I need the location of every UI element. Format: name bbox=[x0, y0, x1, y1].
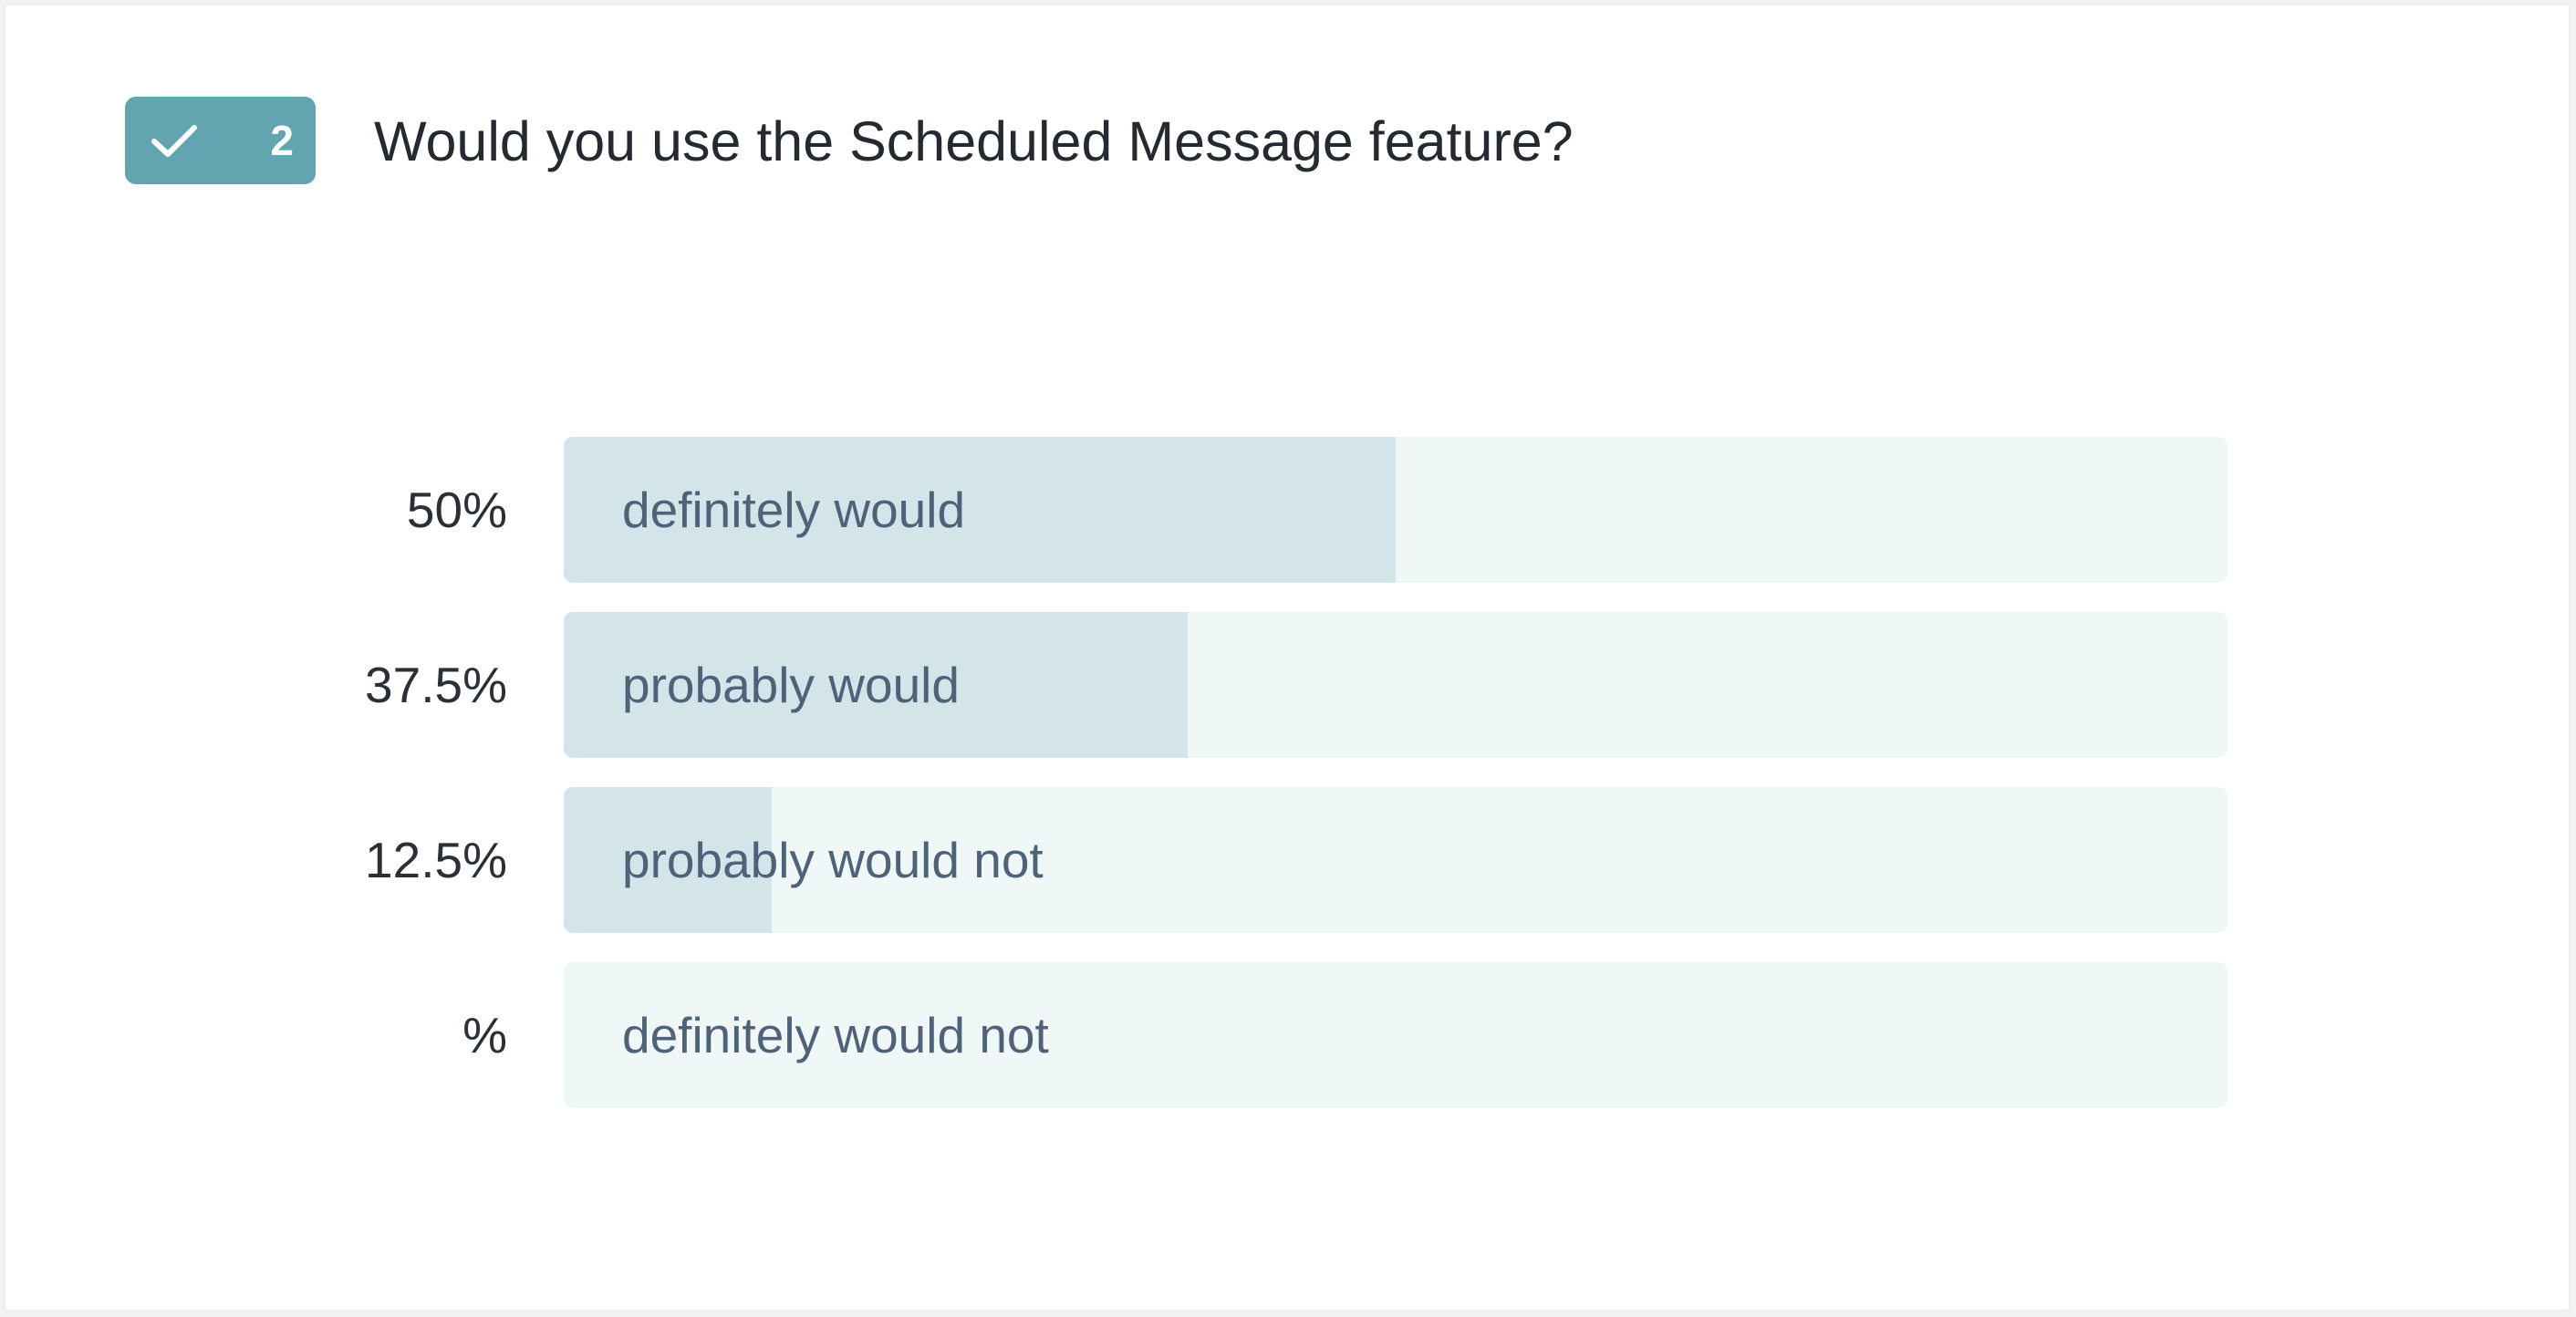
result-percent: 50% bbox=[406, 482, 507, 538]
result-percent: % bbox=[462, 1007, 507, 1063]
result-bar-fill bbox=[564, 437, 1396, 583]
result-row: 12.5% probably would not bbox=[5, 787, 2231, 933]
survey-result-card: 2 Would you use the Scheduled Message fe… bbox=[4, 4, 2571, 1312]
result-row: 37.5% probably would bbox=[5, 612, 2231, 758]
result-bar-track: probably would bbox=[564, 612, 2228, 758]
result-row: % definitely would not bbox=[5, 962, 2231, 1108]
check-icon bbox=[151, 125, 197, 157]
result-bar-fill bbox=[564, 787, 772, 933]
result-label: definitely would not bbox=[622, 1007, 1049, 1063]
question-badge: 2 bbox=[125, 97, 316, 184]
result-label: probably would not bbox=[622, 832, 1044, 888]
result-row: 50% definitely would bbox=[5, 437, 2231, 583]
result-percent: 37.5% bbox=[365, 657, 507, 713]
result-bar-track: definitely would not bbox=[564, 962, 2228, 1108]
question-title: Would you use the Scheduled Message feat… bbox=[374, 110, 1574, 172]
question-number: 2 bbox=[270, 117, 294, 164]
result-bar-fill bbox=[564, 612, 1188, 758]
result-label: probably would bbox=[622, 657, 960, 713]
result-label: definitely would bbox=[622, 482, 966, 538]
result-percent: 12.5% bbox=[365, 832, 507, 888]
result-bar-track: probably would not bbox=[564, 787, 2228, 933]
result-bar-track: definitely would bbox=[564, 437, 2228, 583]
